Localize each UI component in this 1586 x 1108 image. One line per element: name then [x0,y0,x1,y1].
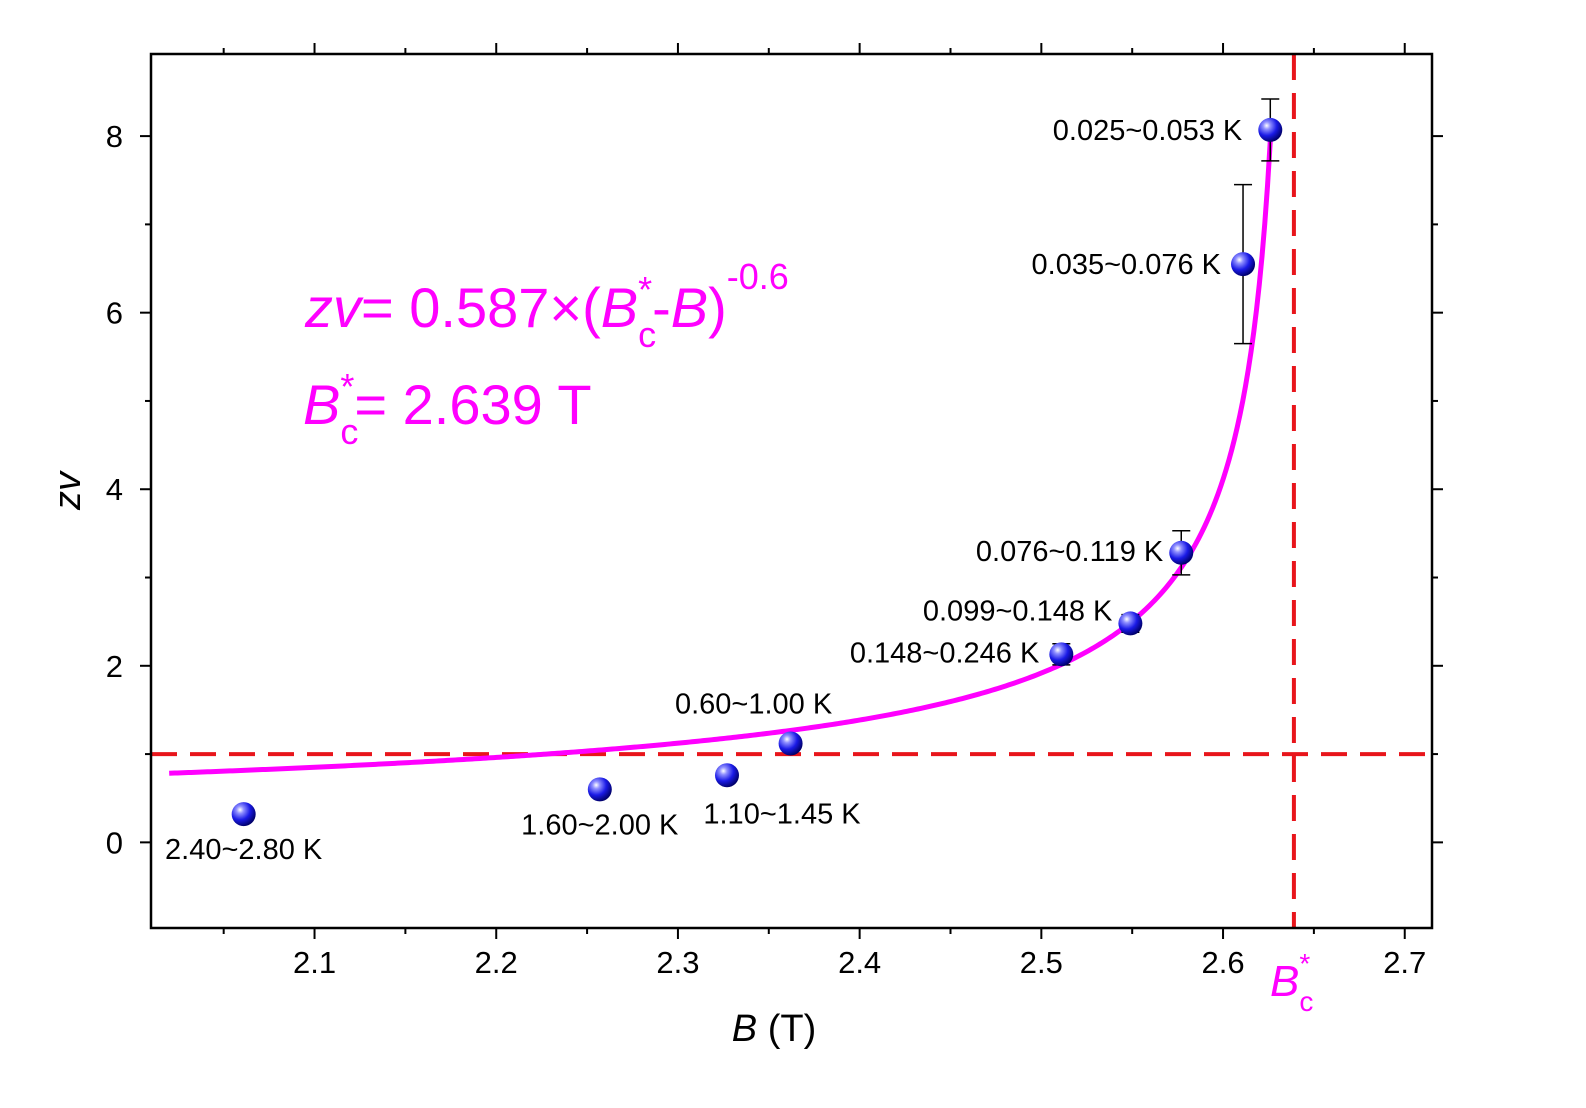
x-tick-label: 2.5 [1020,945,1063,980]
points-layer [231,98,1283,827]
x-tick-label: 2.4 [838,945,881,980]
y-tick-label: 4 [106,472,123,507]
point-label: 0.60~1.00 K [675,688,833,720]
data-point [1258,117,1283,142]
x-tick-label: 2.2 [475,945,518,980]
fit-equation: zv= 0.587×(Bc*-B)-0.6 [304,256,789,355]
data-point [231,802,256,827]
point-label: 0.035~0.076 K [1032,249,1222,281]
plot-frame [149,52,1434,930]
x-tick-label: 2.1 [293,945,336,980]
point-label: 1.60~2.00 K [521,809,679,841]
data-point [1118,611,1143,636]
x-tick-label: 2.7 [1383,945,1426,980]
critical-field-value: Bc*= 2.639 T [303,366,592,452]
data-point [1231,252,1256,277]
axis-ticks: 2.1 2.2 2.3 2.4 2.5 2.6 2.7 0 2 4 6 8 [106,43,1443,980]
x-tick-label: 2.6 [1201,945,1244,980]
critical-field-axis-label: Bc* [1270,948,1313,1017]
x-axis-title: B (T) [732,1008,816,1050]
y-tick-label: 2 [106,649,123,684]
point-label: 1.10~1.45 K [703,798,861,830]
y-tick-label: 6 [106,296,123,331]
point-label: 0.148~0.246 K [850,637,1040,669]
data-point [587,777,612,802]
x-tick-label: 2.3 [656,945,699,980]
data-point [714,763,739,788]
fit-curve [169,140,1273,776]
point-label: 0.025~0.053 K [1053,115,1243,147]
point-labels-layer: 2.40~2.80 K 1.60~2.00 K 1.10~1.45 K 0.60~1.… [165,115,1243,866]
y-axis-title: zv [47,470,89,511]
point-label: 0.076~0.119 K [976,536,1164,568]
data-point [1049,642,1074,667]
y-tick-label: 0 [106,825,123,860]
fit-layer [169,140,1273,776]
y-tick-label: 8 [106,119,123,154]
point-label: 2.40~2.80 K [165,834,323,866]
data-point [778,731,803,756]
point-label: 0.099~0.148 K [923,595,1113,627]
data-point [1169,540,1194,565]
